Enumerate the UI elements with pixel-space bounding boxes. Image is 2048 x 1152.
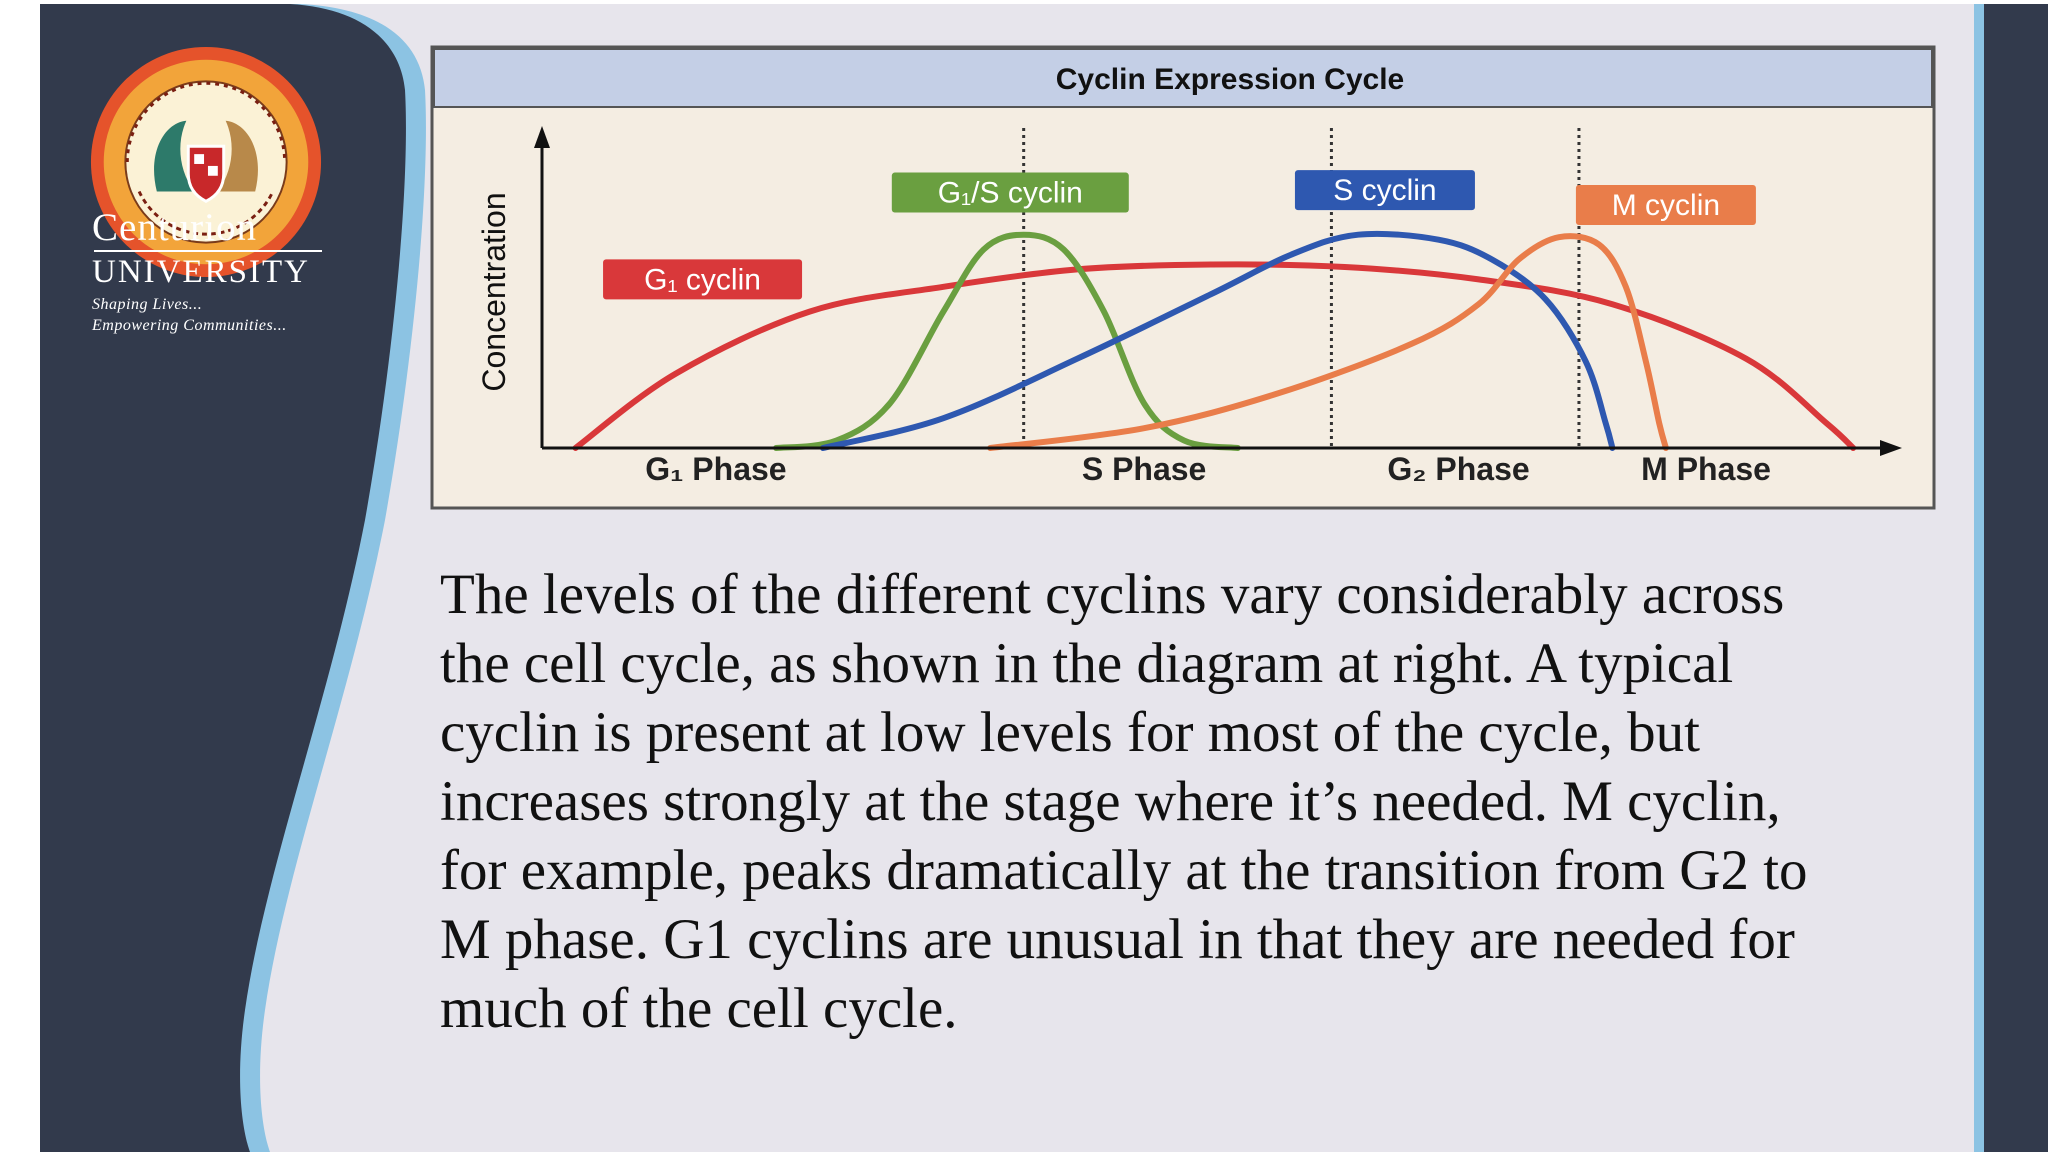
- series-label: G₁ cyclin: [644, 263, 761, 296]
- x-axis-arrowhead: [1880, 440, 1902, 456]
- body-line: cyclin is present at low levels for most…: [440, 701, 1700, 764]
- body-line: for example, peaks dramatically at the t…: [440, 839, 1808, 902]
- series-line: [773, 231, 1241, 451]
- sidebar-panel: [40, 4, 406, 1152]
- body-paragraph: The levels of the different cyclins vary…: [440, 560, 1960, 1043]
- body-line: the cell cycle, as shown in the diagram …: [440, 632, 1734, 695]
- y-axis-label: Concentration: [476, 192, 512, 391]
- y-axis-arrowhead: [534, 126, 550, 148]
- series-label: M cyclin: [1612, 189, 1720, 222]
- body-line: much of the cell cycle.: [440, 977, 958, 1040]
- right-edge-bar: [1984, 4, 2048, 1152]
- phase-label: G₂ Phase: [1387, 451, 1529, 487]
- phase-label: M Phase: [1641, 451, 1771, 487]
- series-label: G₁/S cyclin: [938, 177, 1083, 210]
- series-label-box: [1294, 170, 1475, 211]
- university-tagline-1: Shaping Lives...: [92, 296, 203, 313]
- university-name-line1: Centurion: [92, 206, 257, 249]
- series-label: S cyclin: [1333, 174, 1436, 207]
- chart-title-bar: [433, 48, 1933, 108]
- body-line: increases strongly at the stage where it…: [440, 770, 1781, 833]
- university-name-rule: [94, 250, 322, 252]
- chart-title: Cyclin Expression Cycle: [1056, 63, 1405, 96]
- series-label-box: [1575, 184, 1756, 225]
- university-name-block: Centurion UNIVERSITY Shaping Lives... Em…: [92, 208, 372, 336]
- university-tagline-2: Empowering Communities...: [92, 317, 287, 334]
- centurion-university-seal-icon: [90, 46, 322, 278]
- body-line: M phase. G1 cyclins are unusual in that …: [440, 908, 1795, 971]
- series-line: [572, 261, 1857, 451]
- series-line: [987, 233, 1669, 451]
- series-label-box: [603, 259, 803, 300]
- phase-label: S Phase: [1082, 451, 1207, 487]
- body-line: The levels of the different cyclins vary…: [440, 563, 1785, 626]
- phase-label: G₁ Phase: [645, 451, 786, 487]
- series-label-box: [891, 172, 1129, 213]
- series-line: [820, 230, 1616, 451]
- right-edge-accent: [1974, 4, 1984, 1152]
- university-name-line2: UNIVERSITY: [92, 254, 310, 290]
